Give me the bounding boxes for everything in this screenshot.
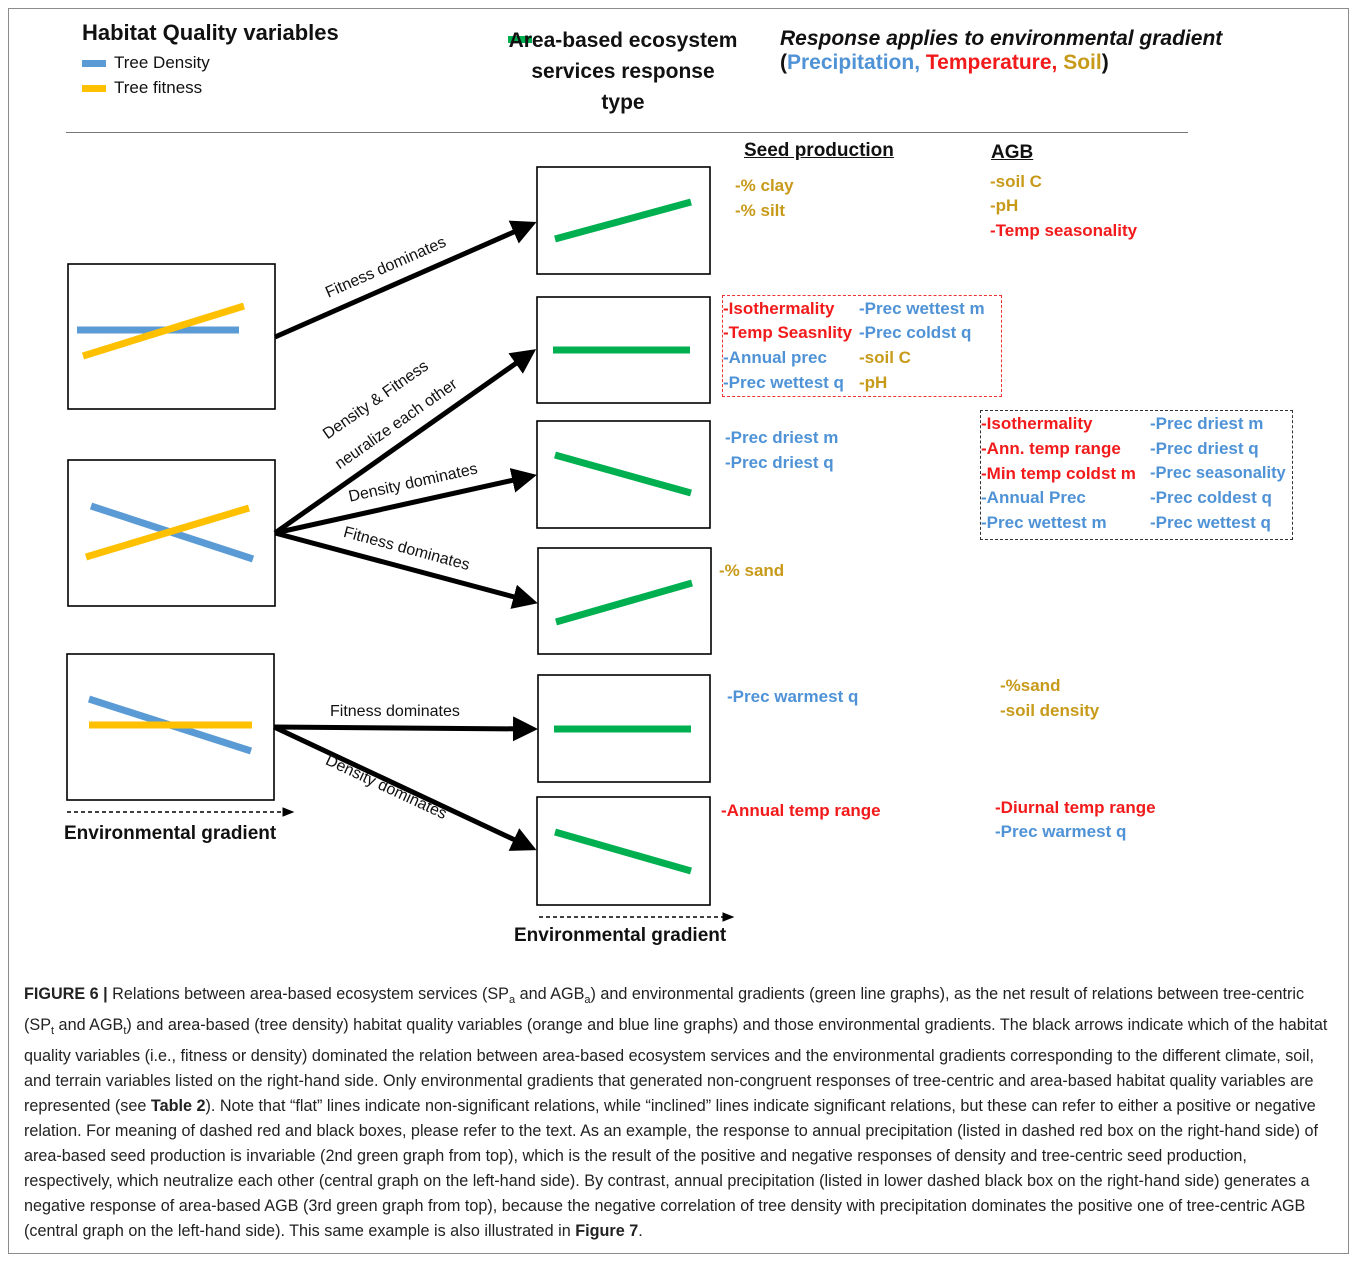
seed-g2-item: -Isothermality (723, 299, 835, 318)
seed-production-heading: Seed production (744, 140, 894, 161)
agb-g3-item: -Annual Prec (981, 488, 1086, 507)
paren-open: ( (780, 51, 787, 74)
seed-g2-item: -Temp Seasnlity (723, 323, 853, 342)
arrow-fitness-3 (273, 716, 538, 742)
seed-g2-item: -Prec wettest q (723, 373, 844, 392)
seed-g1-item: -% silt (735, 201, 786, 220)
agb-g3-item: -Prec wettest q (1150, 513, 1271, 532)
legend-item-density: Tree Density (82, 53, 210, 73)
legend-label-density: Tree Density (114, 53, 210, 72)
caption-subscript: t (123, 1025, 127, 1038)
seed-g5-item: -Prec warmest q (727, 687, 859, 706)
agb-g3-item: -Prec seasonality (1150, 464, 1286, 482)
caption-text: ) and area-based (tree density) habitat … (24, 1016, 1328, 1116)
dashed-red-box (722, 295, 1002, 397)
fitness-swatch-icon (82, 84, 106, 92)
agb-g6-item: -Prec warmest q (995, 822, 1127, 841)
legend-label-fitness: Tree fitness (114, 78, 203, 97)
arrow-density-2 (272, 724, 537, 851)
figure-frame (8, 8, 1349, 1254)
green-line-3 (554, 451, 692, 497)
agb-g1-item: -pH (990, 196, 1019, 215)
caption-text: and AGB (515, 985, 585, 1003)
caption-subscript: t (51, 1025, 55, 1038)
soil-label: Soil (1063, 51, 1102, 74)
green-swatch-icon (508, 36, 532, 43)
arrow-label-fitness-3: Fitness dominates (330, 703, 460, 720)
arrow-fitness-2 (274, 530, 538, 609)
caption-text: Relations between area-based ecosystem s… (107, 985, 509, 1003)
arrow-fitness-1 (273, 220, 537, 340)
agb-g3-item: -Ann. temp range (981, 439, 1121, 458)
agb-g3-item: -Prec driest m (1150, 414, 1264, 433)
caption-text: and AGB (54, 1016, 124, 1035)
agb-g3-item: -Min temp coldst m (981, 464, 1136, 483)
divider (66, 132, 1188, 133)
seed-g3-item: -Prec driest m (725, 428, 839, 447)
seed-g2-item: -Prec wettest m (859, 299, 985, 318)
green-line-1 (554, 198, 692, 243)
seed-g2-item: -soil C (859, 348, 911, 367)
caption-figure-number: FIGURE 6 | (24, 985, 108, 1003)
green-line-6 (554, 828, 692, 875)
seed-g4-item: -% sand (719, 561, 785, 580)
agb-g5-item: -%sand (1000, 676, 1061, 695)
seed-g1-item: -% clay (735, 176, 794, 195)
seed-g6-item: -Annual temp range (721, 801, 881, 820)
green-box-4 (537, 547, 712, 655)
caption-text: ) and environmental gradients (green lin… (24, 985, 1305, 1035)
paren-close: ) (1101, 51, 1109, 74)
arrow-neutralize (273, 349, 537, 536)
agb-g3-item: -Isothermality (981, 414, 1093, 433)
fitness-line-1 (81, 302, 246, 360)
figure-caption: FIGURE 6 | Relations between area-based … (24, 982, 1334, 1244)
caption-text: . (638, 1222, 643, 1241)
response-note-line1: Response applies to environmental gradie… (780, 27, 1223, 50)
dashed-black-box (980, 410, 1293, 540)
env-gradient-label-right: Environmental gradient (514, 925, 727, 946)
seed-g3-item: -Prec driest q (725, 453, 834, 472)
seed-g2-item: -pH (859, 373, 888, 392)
temp-label: Temperature, (925, 51, 1058, 74)
agb-g3-item: -Prec driest q (1150, 439, 1259, 458)
fitness-line-2 (84, 504, 251, 561)
agb-heading: AGB (991, 142, 1034, 163)
left-box-1 (67, 263, 276, 410)
agb-g3-item: -Prec wettest m (981, 513, 1107, 532)
env-gradient-label-left: Environmental gradient (64, 823, 277, 844)
legend-item-fitness: Tree fitness (82, 78, 202, 98)
legend-title: Habitat Quality variables (82, 20, 339, 45)
agb-g3-item: -Prec coldest q (1150, 488, 1272, 507)
green-legend-label: Area-based ecosystem services response t… (508, 29, 738, 114)
table-2-link[interactable]: Table 2 (150, 1097, 206, 1116)
caption-subscript: a (584, 994, 591, 1007)
caption-text: ). Note that “flat” lines indicate non-s… (24, 1097, 1318, 1241)
seed-g2-item: -Prec coldst q (859, 323, 972, 342)
diagram-graphics (66, 166, 735, 922)
seed-g2-item: -Annual prec (723, 348, 827, 367)
figure-7-link[interactable]: Figure 7 (575, 1222, 639, 1241)
caption-subscript: a (508, 994, 516, 1007)
agb-g1-item: -Temp seasonality (990, 221, 1138, 240)
response-note: Response applies to environmental gradie… (780, 27, 1222, 75)
arrow-density-1 (274, 468, 537, 536)
agb-g5-item: -soil density (1000, 701, 1100, 720)
precip-label: Precipitation, (787, 51, 921, 74)
agb-g1-item: -soil C (990, 172, 1042, 191)
green-line-4 (555, 579, 693, 626)
density-swatch-icon (82, 59, 106, 67)
agb-g6-item: -Diurnal temp range (995, 798, 1156, 817)
